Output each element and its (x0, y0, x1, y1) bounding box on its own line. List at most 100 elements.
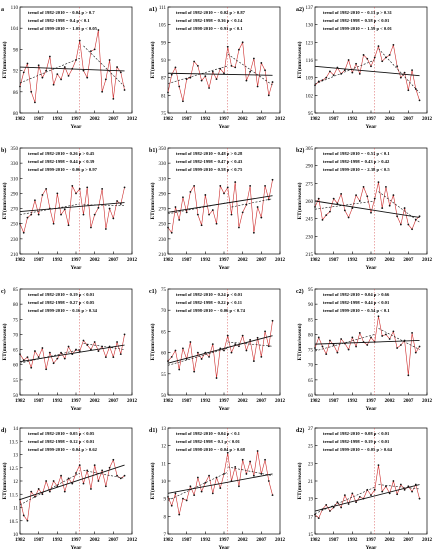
et-data-point (329, 210, 331, 213)
trend-line-early-period (167, 202, 228, 215)
et-data-point (34, 101, 36, 104)
et-data-point (399, 483, 402, 486)
et-data-point (264, 69, 266, 72)
et-data-point (358, 72, 361, 75)
et-series-line (314, 182, 420, 230)
et-data-point (252, 360, 255, 362)
y-tick-label: 10 (13, 533, 19, 538)
y-tick-label: 17 (308, 515, 314, 520)
x-axis-label: Year (71, 124, 83, 130)
panel-label: b2) (296, 147, 304, 154)
et-data-point (223, 349, 225, 352)
y-tick-label: 11.5 (9, 493, 18, 498)
x-axis-label: Year (219, 406, 231, 412)
x-tick-label: 1987 (34, 538, 45, 543)
et-data-point (90, 226, 92, 229)
x-tick-label: 2007 (108, 538, 119, 543)
et-data-point (256, 336, 259, 339)
et-data-point (200, 358, 203, 360)
y-tick-label: 310 (159, 177, 167, 182)
x-tick-label: 2002 (385, 117, 396, 122)
trend-annotation: trend of 1982-2010 = - 0.04 p > 0.7 (28, 10, 95, 15)
trend-annotation: trend of 1982-1998 = 0.58 p < 0.01 (323, 18, 390, 23)
et-data-point (264, 458, 266, 461)
et-data-point (119, 353, 122, 356)
trend-line-full-period (167, 473, 273, 494)
et-data-point (86, 344, 89, 346)
et-data-point (193, 60, 196, 63)
et-data-point (78, 39, 81, 42)
et-data-point (223, 192, 225, 195)
et-data-point (215, 222, 218, 225)
y-tick-label: 95 (308, 288, 314, 293)
x-tick-label: 2007 (256, 117, 267, 122)
et-data-point (392, 480, 395, 482)
et-data-point (19, 222, 21, 225)
et-data-point (332, 506, 335, 509)
et-data-point (332, 344, 335, 346)
et-data-point (252, 474, 255, 477)
panel-label: c) (1, 288, 6, 295)
et-data-point (108, 59, 111, 61)
et-data-point (37, 64, 40, 67)
y-tick-label: 50 (161, 394, 167, 399)
et-data-point (355, 62, 357, 65)
et-data-point (260, 216, 263, 219)
trend-annotation: trend of 1982-1998 = 0.43 p > 0.42 (323, 159, 390, 164)
et-data-point (82, 482, 85, 485)
et-data-point (189, 191, 192, 193)
trend-annotation: trend of 1982-2010 = 0.26 p > 0.45 (28, 151, 95, 156)
x-tick-label: 1997 (366, 538, 377, 543)
trend-line-early-period (314, 59, 375, 85)
trend-annotation: trend of 1999-2010 = - 0.16 p > 0.34 (28, 308, 98, 313)
et-data-point (48, 55, 51, 58)
trend-annotation: trend of 1982-1998 = 0.44 p < 0.01 (323, 300, 390, 305)
x-tick-label: 2012 (127, 117, 138, 122)
y-tick-label: 210 (159, 253, 167, 258)
x-tick-label: 1982 (15, 258, 26, 263)
et-data-point (196, 476, 199, 479)
et-data-point (196, 213, 199, 216)
y-axis-label: ET(mm/season) (296, 462, 303, 499)
et-data-point (182, 497, 184, 500)
x-tick-label: 1997 (219, 538, 230, 543)
et-data-point (267, 198, 270, 201)
x-tick-label: 1997 (71, 117, 82, 122)
x-tick-label: 1982 (163, 399, 174, 404)
trend-annotation: trend of 1998-2010 = - 0.91 p < 0.1 (176, 26, 243, 31)
et-data-point (208, 355, 210, 358)
et-data-point (86, 469, 89, 472)
et-data-point (407, 374, 410, 377)
y-axis-label: ET(mm/season) (149, 41, 156, 78)
et-data-point (52, 362, 55, 365)
y-tick-label: 230 (159, 238, 167, 243)
et-series-line (19, 334, 125, 370)
x-tick-label: 2007 (108, 399, 119, 404)
y-tick-label: 9 (164, 498, 167, 503)
trend-annotation: trend of 1982-2010 = 0.24 p < 0.01 (176, 292, 243, 297)
et-data-point (317, 80, 320, 83)
x-tick-label: 2002 (385, 258, 396, 263)
et-data-point (116, 66, 118, 68)
et-data-point (26, 356, 29, 359)
et-data-point (90, 50, 92, 53)
x-tick-label: 1997 (71, 399, 82, 404)
et-data-point (238, 345, 240, 348)
et-data-point (314, 513, 316, 516)
et-data-point (215, 377, 218, 379)
et-data-point (219, 347, 222, 350)
et-data-point (60, 78, 62, 81)
et-data-point (182, 347, 184, 350)
trend-line-full-period (314, 484, 420, 512)
et-data-point (252, 231, 255, 234)
trend-line-early-period (314, 486, 375, 514)
panel-label: c1) (149, 288, 157, 295)
x-tick-label: 2002 (238, 399, 249, 404)
et-data-point (317, 517, 320, 519)
y-tick-label: 11 (161, 462, 166, 467)
et-data-point (392, 330, 395, 333)
et-data-point (112, 356, 115, 359)
y-tick-label: 98 (13, 48, 19, 53)
et-data-point (56, 357, 59, 360)
